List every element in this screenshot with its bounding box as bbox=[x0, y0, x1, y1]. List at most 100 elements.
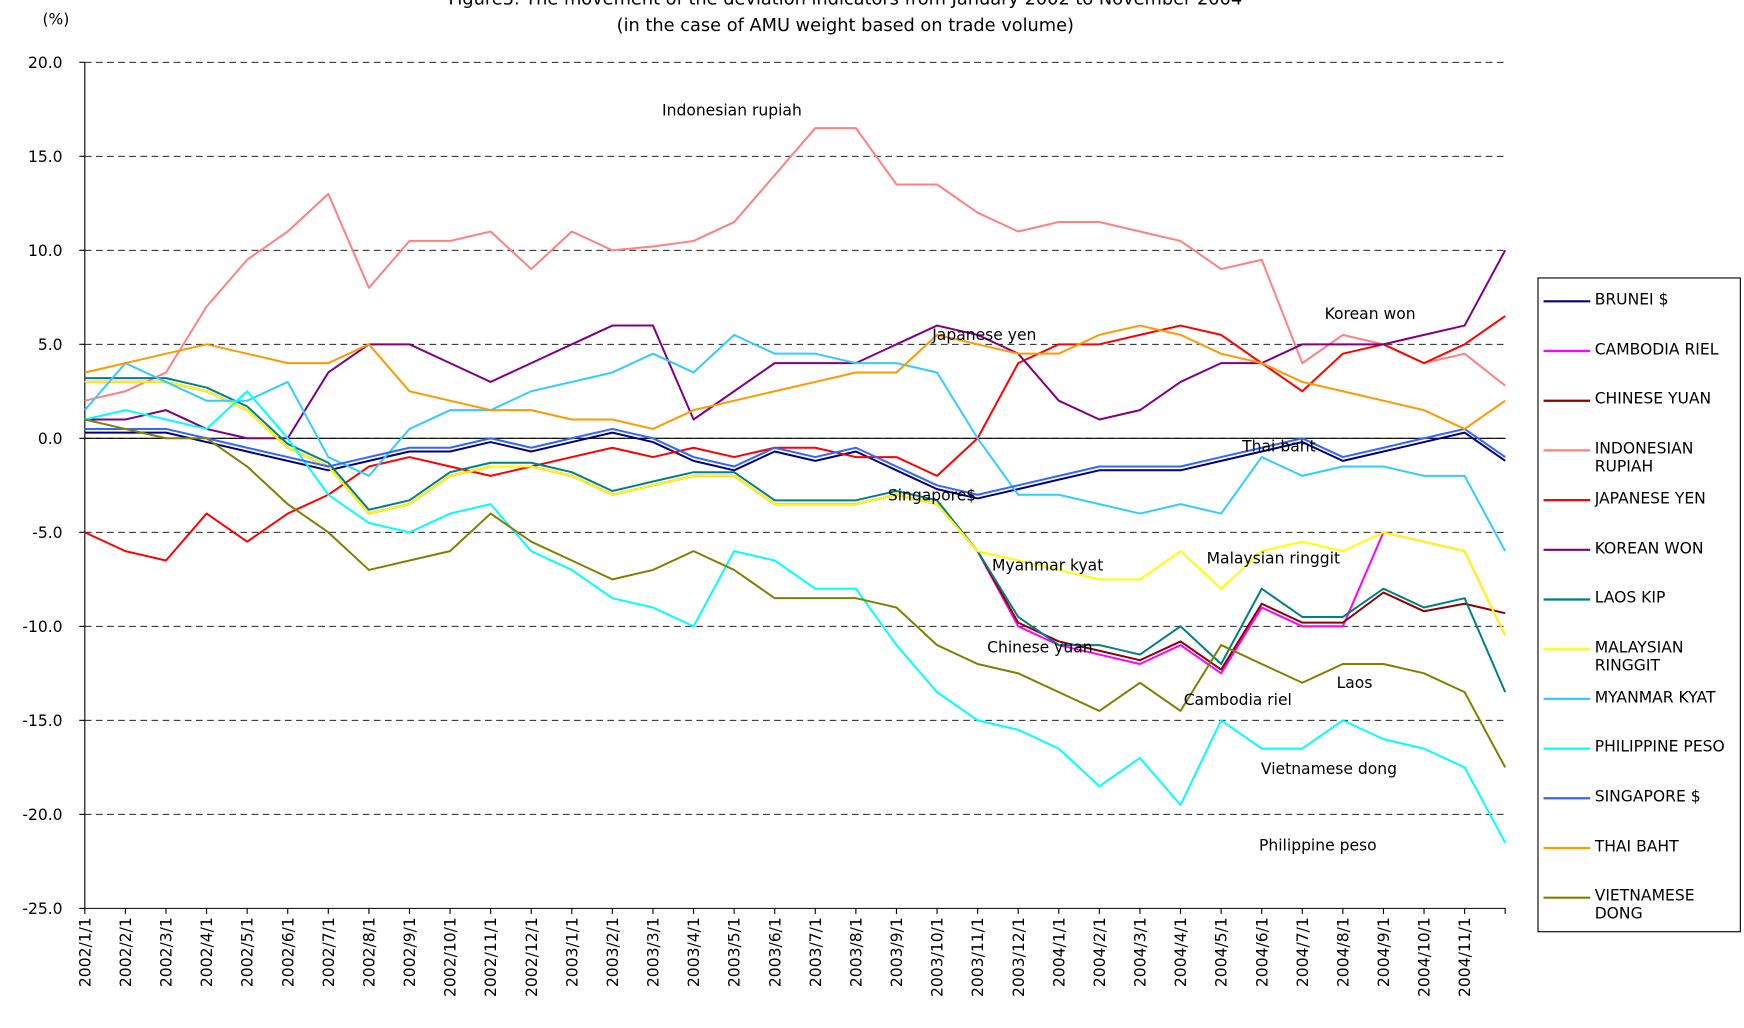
legend-entry: PHILIPPINE PESO bbox=[1594, 738, 1725, 757]
series-line bbox=[84, 127, 1506, 402]
legend-label: LAOS KIP bbox=[1594, 589, 1666, 608]
legend-label: VIETNAMESE DONG bbox=[1594, 887, 1695, 924]
legend-label: CAMBODIA RIEL bbox=[1594, 340, 1719, 359]
annotation: Laos bbox=[1337, 674, 1373, 692]
series-line bbox=[84, 333, 1507, 552]
x-tick-label: 2002/8/1 bbox=[360, 917, 378, 987]
chart-subtitle: (in the case of AMU weight based on trad… bbox=[617, 15, 1074, 36]
legend-entry: KOREAN WON bbox=[1594, 539, 1704, 558]
x-tick-label: 2004/3/1 bbox=[1132, 917, 1150, 987]
annotation: Myanmar kyat bbox=[992, 556, 1103, 574]
legend-label: INDONESIAN RUPIAH bbox=[1594, 440, 1694, 476]
legend-entry: JAPANESE YEN bbox=[1594, 490, 1706, 508]
x-tick-label: 2003/6/1 bbox=[766, 917, 784, 987]
x-tick-label: 2003/7/1 bbox=[807, 917, 825, 987]
legend-label: BRUNEI $ bbox=[1594, 291, 1669, 310]
x-tick-label: 2004/1/1 bbox=[1050, 917, 1068, 987]
x-tick-label: 2002/11/1 bbox=[482, 917, 500, 997]
legend-label: SINGAPORE $ bbox=[1594, 788, 1701, 807]
x-tick-label: 2003/2/1 bbox=[604, 917, 622, 987]
series-line bbox=[84, 380, 1507, 637]
x-tick-label: 2002/5/1 bbox=[239, 917, 257, 987]
legend-box bbox=[1537, 277, 1741, 933]
legend-entry: SINGAPORE $ bbox=[1594, 788, 1701, 807]
x-tick-label: 2004/11/1 bbox=[1456, 917, 1474, 997]
x-tick-label: 2002/2/1 bbox=[117, 917, 135, 987]
annotation: Thai baht bbox=[1241, 437, 1315, 455]
x-tick-label: 2003/8/1 bbox=[847, 917, 865, 987]
legend-entry: MALAYSIAN RINGGIT bbox=[1594, 639, 1684, 675]
x-tick-label: 2003/1/1 bbox=[563, 917, 581, 987]
x-tick-label: 2003/9/1 bbox=[888, 917, 906, 987]
x-tick-label: 2004/8/1 bbox=[1334, 917, 1352, 987]
chart-title: Figure3. The movement of the deviation i… bbox=[448, 0, 1242, 9]
legend-label: KOREAN WON bbox=[1594, 539, 1704, 558]
series-line bbox=[84, 380, 1507, 675]
legend-entry: VIETNAMESE DONG bbox=[1594, 887, 1695, 924]
legend-label: CHINESE YUAN bbox=[1594, 390, 1712, 409]
x-tick-label: 2004/9/1 bbox=[1375, 917, 1393, 987]
annotation: Korean won bbox=[1325, 305, 1416, 323]
x-tick-label: 2004/6/1 bbox=[1253, 917, 1271, 987]
legend-entry: INDONESIAN RUPIAH bbox=[1594, 440, 1694, 476]
x-tick-label: 2002/6/1 bbox=[279, 917, 297, 987]
legend-entry: CAMBODIA RIEL bbox=[1594, 340, 1719, 359]
x-tick-label: 2002/12/1 bbox=[523, 917, 541, 997]
legend-label: JAPANESE YEN bbox=[1594, 490, 1706, 508]
y-tick-label: 0.0 bbox=[38, 430, 63, 448]
y-tick-label: -5.0 bbox=[32, 524, 62, 542]
x-tick-label: 2002/7/1 bbox=[320, 917, 338, 987]
annotation: Japanese yen bbox=[931, 326, 1036, 344]
series-line bbox=[84, 315, 1506, 562]
y-tick-label: -25.0 bbox=[22, 900, 62, 918]
x-tick-label: 2004/10/1 bbox=[1416, 917, 1434, 997]
x-tick-label: 2002/3/1 bbox=[158, 917, 176, 987]
x-tick-label: 2003/10/1 bbox=[929, 917, 947, 997]
annotation: Indonesian rupiah bbox=[662, 102, 802, 120]
x-tick-label: 2004/2/1 bbox=[1091, 917, 1109, 987]
y-tick-label: 5.0 bbox=[38, 336, 63, 354]
y-tick-label: 15.0 bbox=[28, 148, 63, 166]
x-tick-label: 2003/3/1 bbox=[645, 917, 663, 987]
x-tick-label: 2004/5/1 bbox=[1213, 917, 1231, 987]
y-tick-label: 20.0 bbox=[28, 54, 63, 72]
series-line bbox=[84, 427, 1506, 496]
x-tick-label: 2002/9/1 bbox=[401, 917, 419, 987]
x-tick-label: 2004/4/1 bbox=[1172, 917, 1190, 987]
series-line bbox=[84, 377, 1507, 693]
series-line bbox=[84, 418, 1507, 768]
x-tick-label: 2004/7/1 bbox=[1294, 917, 1312, 987]
y-tick-label: 10.0 bbox=[28, 242, 63, 260]
legend-entry: LAOS KIP bbox=[1594, 589, 1666, 608]
annotation: Chinese yuan bbox=[987, 639, 1092, 657]
legend-entry: THAI BAHT bbox=[1594, 837, 1679, 856]
legend-label: MALAYSIAN RINGGIT bbox=[1594, 639, 1684, 675]
legend-entry: CHINESE YUAN bbox=[1594, 390, 1712, 409]
legend-entry: BRUNEI $ bbox=[1594, 291, 1669, 310]
series-line bbox=[84, 431, 1506, 500]
x-tick-label: 2003/12/1 bbox=[1010, 917, 1028, 997]
legend-label: THAI BAHT bbox=[1594, 837, 1679, 856]
y-axis-label: (%) bbox=[42, 10, 69, 28]
legend-entry: MYANMAR KYAT bbox=[1594, 688, 1716, 707]
x-tick-label: 2002/4/1 bbox=[198, 917, 216, 987]
y-tick-label: -15.0 bbox=[22, 712, 62, 730]
legend-label: PHILIPPINE PESO bbox=[1594, 738, 1725, 757]
x-tick-label: 2002/1/1 bbox=[76, 917, 94, 987]
series-line bbox=[84, 390, 1507, 844]
legend-label: MYANMAR KYAT bbox=[1594, 688, 1716, 707]
x-tick-label: 2003/5/1 bbox=[726, 917, 744, 987]
x-tick-label: 2003/4/1 bbox=[685, 917, 703, 987]
y-tick-label: -20.0 bbox=[22, 806, 62, 824]
x-tick-label: 2002/10/1 bbox=[442, 917, 460, 997]
annotation: Cambodia riel bbox=[1184, 691, 1292, 709]
annotation: Malaysian ringgit bbox=[1207, 550, 1340, 568]
x-tick-label: 2003/11/1 bbox=[969, 917, 987, 997]
annotation: Singapore$ bbox=[888, 486, 976, 504]
annotation: Vietnamese dong bbox=[1261, 760, 1397, 778]
y-tick-label: -10.0 bbox=[22, 618, 62, 636]
series-line bbox=[84, 324, 1506, 430]
series-line bbox=[84, 249, 1507, 440]
annotation: Philippine peso bbox=[1259, 837, 1377, 855]
